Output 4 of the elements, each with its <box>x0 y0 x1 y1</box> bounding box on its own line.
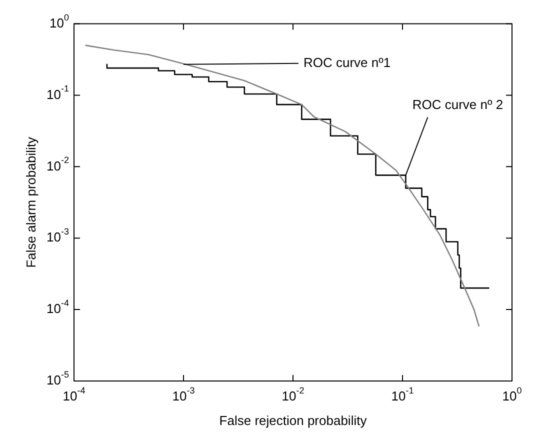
annotation: ROC curve nº 2 <box>412 96 504 112</box>
annotation: ROC curve nº1 <box>304 55 391 70</box>
x-axis-title: False rejection probability <box>219 412 368 428</box>
y-axis-title: False alarm probability <box>23 136 38 268</box>
